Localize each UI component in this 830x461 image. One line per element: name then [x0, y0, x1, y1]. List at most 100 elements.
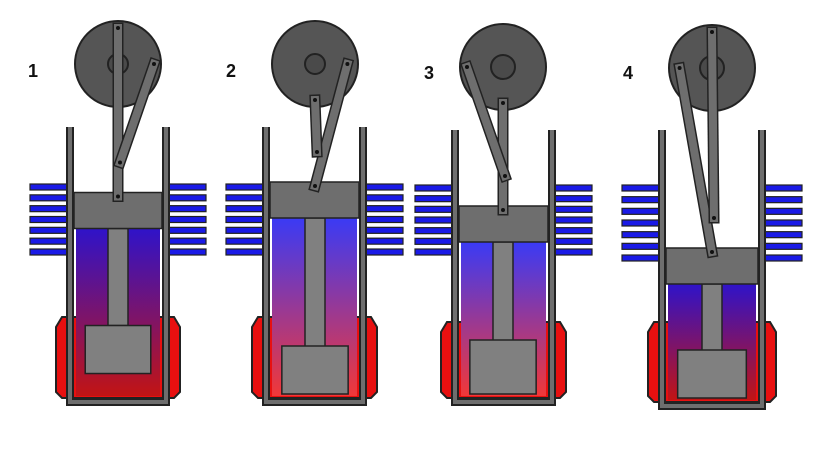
cooling-fin-left	[621, 207, 663, 215]
cooling-fin-left	[621, 242, 663, 250]
cooling-fin-right	[165, 226, 207, 234]
cooling-fin-right	[761, 184, 803, 192]
cooling-fin-right	[165, 205, 207, 213]
flywheel-hub	[304, 53, 326, 75]
cooling-fin-right	[551, 227, 593, 235]
cooling-fin-left	[414, 216, 456, 224]
displacer-connecting-rod	[310, 95, 322, 157]
cooling-fin-right	[761, 207, 803, 215]
displacer	[676, 349, 748, 399]
power-connecting-rod-pin	[501, 208, 505, 212]
displacer-connecting-rod-pin	[118, 160, 122, 165]
displacer-connecting-rod	[461, 61, 511, 182]
displacer-rod	[701, 283, 723, 352]
displacer	[84, 324, 152, 375]
cooling-fin-right	[551, 237, 593, 245]
displacer-connecting-rod-pin	[315, 150, 319, 154]
displacer-rod	[304, 217, 326, 350]
cooling-fin-right	[362, 205, 404, 213]
cooling-fin-left	[414, 205, 456, 213]
cooling-fin-right	[165, 248, 207, 256]
displacer-connecting-rod	[114, 58, 160, 168]
cooling-fin-right	[362, 215, 404, 224]
cooling-fin-left	[414, 237, 456, 245]
cooling-fin-left	[414, 195, 456, 203]
cooling-fin-right	[165, 194, 207, 202]
cooling-fin-right	[551, 205, 593, 213]
power-connecting-rod	[674, 63, 717, 257]
cooling-fin-right	[165, 237, 207, 245]
cooling-fin-left	[225, 248, 267, 256]
cooling-fin-left	[225, 194, 267, 202]
cooling-fin-right	[165, 183, 207, 191]
cooling-fin-left	[225, 226, 267, 234]
cooling-fin-left	[621, 254, 663, 262]
displacer-connecting-rod-pin	[313, 98, 317, 102]
cylinder-wall	[660, 130, 764, 408]
power-connecting-rod-pin	[116, 26, 120, 30]
displacer	[469, 339, 537, 395]
cooling-fin-right	[551, 248, 593, 256]
cooling-fin-right	[362, 248, 404, 256]
cooling-fin-left	[29, 215, 71, 224]
cooling-fin-right	[362, 194, 404, 202]
cooling-fin-right	[362, 237, 404, 245]
cooling-fin-right	[761, 219, 803, 227]
displacer-connecting-rod	[707, 27, 719, 223]
cooling-fin-right	[761, 231, 803, 239]
cylinder-wall	[68, 127, 168, 404]
cooling-fin-left	[621, 231, 663, 239]
cooling-fin-left	[414, 248, 456, 256]
cooling-fin-left	[621, 219, 663, 227]
displacer-connecting-rod-pin	[503, 174, 507, 178]
displacer-connecting-rod-pin	[465, 65, 469, 69]
power-connecting-rod-pin	[501, 101, 505, 105]
cooling-fin-left	[414, 184, 456, 192]
cooling-fin-right	[761, 242, 803, 250]
step-label-1: 1	[28, 61, 39, 81]
cooling-fin-left	[621, 196, 663, 204]
displacer	[281, 345, 349, 395]
cylinder-wall	[264, 127, 365, 404]
cooling-fin-right	[551, 216, 593, 224]
engine-panel-3	[414, 23, 593, 406]
cooling-fin-left	[414, 227, 456, 235]
cooling-fin-left	[29, 183, 71, 191]
cooling-fin-right	[362, 183, 404, 191]
displacer-connecting-rod-pin	[712, 216, 716, 220]
power-connecting-rod-pin	[116, 194, 120, 199]
displacer-connecting-rod-pin	[710, 30, 714, 34]
cooling-fin-left	[225, 183, 267, 191]
cooling-fin-right	[761, 254, 803, 262]
flywheel-hub	[490, 54, 516, 80]
cooling-fin-left	[225, 205, 267, 213]
cooling-fin-right	[551, 195, 593, 203]
cooling-fin-left	[29, 237, 71, 245]
cooling-fin-right	[761, 196, 803, 204]
cooling-fin-right	[362, 226, 404, 234]
power-connecting-rod-pin	[710, 250, 714, 254]
cooling-fin-left	[29, 194, 71, 202]
cooling-fin-right	[165, 215, 207, 224]
engine-panel-4	[621, 24, 803, 410]
cooling-fin-left	[225, 215, 267, 224]
step-label-2: 2	[226, 61, 237, 81]
displacer-rod	[107, 227, 129, 327]
cylinder-wall	[453, 130, 554, 404]
step-label-4: 4	[623, 63, 634, 83]
cooling-fin-left	[225, 237, 267, 245]
cooling-fin-left	[29, 205, 71, 213]
displacer-connecting-rod-pin	[152, 62, 156, 66]
cooling-fin-right	[551, 184, 593, 192]
power-connecting-rod-pin	[345, 62, 350, 66]
engine-panel-2	[225, 20, 404, 406]
power-connecting-rod	[310, 59, 353, 191]
cooling-fin-left	[29, 226, 71, 234]
cooling-fin-left	[621, 184, 663, 192]
step-label-3: 3	[424, 63, 435, 83]
power-connecting-rod-pin	[313, 184, 317, 188]
engine-panel-1	[29, 20, 207, 406]
power-connecting-rod-pin	[677, 66, 682, 70]
